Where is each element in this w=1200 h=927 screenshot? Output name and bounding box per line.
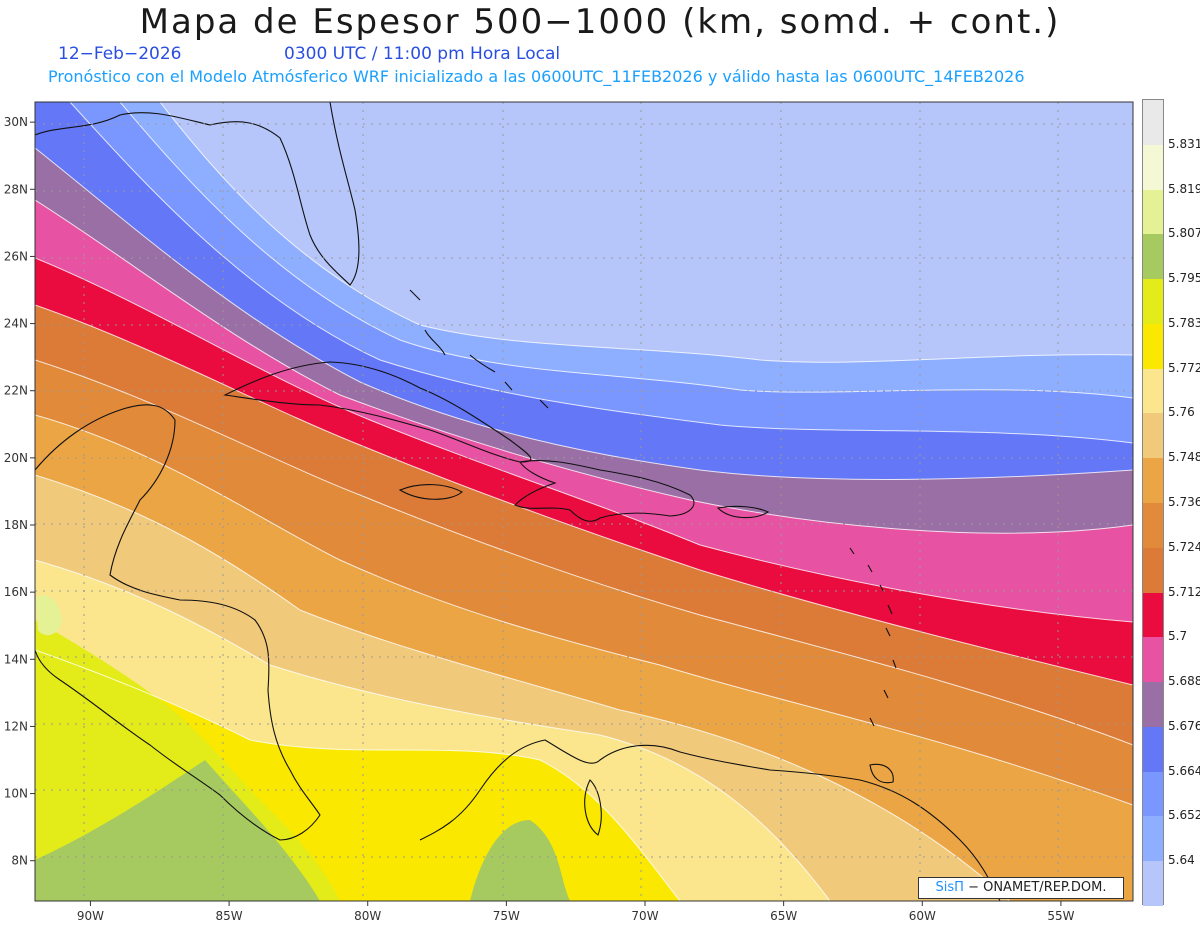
- color-scale-segment: [1143, 100, 1163, 146]
- lon-tick-label: 60W: [909, 909, 936, 923]
- color-scale-label: 5.736: [1168, 495, 1200, 509]
- color-scale-label: 5.64: [1168, 853, 1195, 868]
- color-scale-label: 5.688: [1168, 674, 1200, 689]
- color-scale-label: 5.795: [1168, 271, 1200, 286]
- color-scale-bar: [1142, 99, 1164, 907]
- lon-tick-label: 85W: [216, 909, 243, 923]
- lat-tick-label: 20N: [4, 451, 28, 465]
- color-scale-label: 5.712: [1168, 584, 1200, 599]
- color-scale-segment: [1143, 458, 1163, 504]
- color-scale-segment: [1143, 592, 1163, 638]
- lat-tick-label: 10N: [4, 787, 28, 801]
- coast-central-america: [35, 404, 321, 841]
- lon-tick-label: 65W: [770, 909, 797, 923]
- coast-lesser-antilles: [849, 547, 897, 727]
- plot-frame: [34, 101, 1134, 902]
- lat-tick-label: 28N: [4, 182, 28, 196]
- credit-box: SisΠ − ONAMET/REP.DOM.: [918, 877, 1124, 899]
- sispi-logo-text: SisΠ: [935, 880, 964, 895]
- color-scale-segment: [1143, 726, 1163, 773]
- coast-cuba: [223, 361, 532, 463]
- lat-tick-label: 16N: [4, 585, 28, 599]
- color-scale-label: 5.724: [1168, 539, 1200, 554]
- latitude-ticks: 30N 28N 26N 24N 22N 20N 18N 16N 14N 12N 10N 8N: [4, 115, 35, 868]
- longitude-ticks: 90W 85W 80W 75W 70W 65W 60W 55W: [77, 901, 1075, 923]
- lat-tick-label: 24N: [4, 317, 28, 331]
- color-scale-segment: [1143, 189, 1163, 235]
- coast-south-america: [419, 739, 1001, 901]
- lon-tick-label: 75W: [493, 909, 520, 923]
- lon-tick-label: 55W: [1047, 909, 1074, 923]
- coast-trinidad: [869, 763, 894, 784]
- graticule: [35, 102, 1133, 901]
- forecast-time: 0300 UTC / 11:00 pm Hora Local: [284, 44, 561, 64]
- forecast-date: 12−Feb−2026: [58, 44, 182, 64]
- lat-tick-label: 22N: [4, 384, 28, 398]
- color-scale-segment: [1143, 503, 1163, 549]
- color-scale-segment: [1143, 323, 1163, 370]
- lon-tick-label: 80W: [354, 909, 381, 923]
- lat-tick-label: 14N: [4, 652, 28, 666]
- map-title: Mapa de Espesor 500−1000 (km, somd. + co…: [139, 2, 1061, 42]
- coast-hispaniola: [514, 460, 695, 522]
- lat-tick-label: 12N: [4, 719, 28, 733]
- color-scale-label: 5.807: [1168, 226, 1200, 241]
- coast-florida: [35, 102, 360, 286]
- band-5-819: [36, 595, 62, 636]
- color-scale-label: 5.772: [1168, 360, 1200, 375]
- model-subtitle: Pronóstico con el Modelo Atmósferico WRF…: [48, 67, 1025, 86]
- coastlines: [35, 102, 1001, 901]
- color-scale-segment: [1143, 861, 1163, 907]
- color-scale-label: 5.7: [1168, 629, 1188, 644]
- lat-tick-label: 26N: [4, 249, 28, 263]
- color-scale-label: 5.831: [1168, 136, 1200, 151]
- color-scale-segment: [1143, 637, 1163, 683]
- credit-text: − ONAMET/REP.DOM.: [968, 880, 1107, 895]
- lat-tick-label: 18N: [4, 518, 28, 532]
- color-scale-segment: [1143, 413, 1163, 459]
- color-scale-segment: [1143, 144, 1163, 191]
- color-scale-segment: [1143, 771, 1163, 817]
- lon-tick-label: 70W: [631, 909, 658, 923]
- color-scale-label: 5.652: [1168, 808, 1200, 823]
- color-scale-label: 5.676: [1168, 718, 1200, 733]
- color-scale-label: 5.664: [1168, 763, 1200, 778]
- color-scale-segment: [1143, 279, 1163, 325]
- color-scale-segment: [1143, 368, 1163, 414]
- color-scale-segment: [1143, 816, 1163, 862]
- lat-tick-label: 8N: [11, 854, 28, 868]
- thickness-fill-bands: [35, 102, 1133, 901]
- coast-maracaibo: [584, 779, 602, 836]
- lon-tick-label: 90W: [77, 909, 104, 923]
- thickness-contours: [35, 102, 1133, 901]
- color-scale-segment: [1143, 234, 1163, 280]
- band-5-807-east: [470, 820, 570, 901]
- band-5-807: [35, 760, 320, 901]
- color-scale-segment: [1143, 682, 1163, 728]
- color-scale-label: 5.76: [1168, 405, 1195, 420]
- color-scale-label: 5.748: [1168, 450, 1200, 465]
- coast-puerto-rico: [716, 505, 770, 519]
- color-scale-label: 5.819: [1168, 181, 1200, 196]
- coast-jamaica: [398, 484, 463, 500]
- color-scale-label: 5.783: [1168, 315, 1200, 330]
- coast-bahamas: [409, 289, 549, 409]
- color-scale-segment: [1143, 547, 1163, 594]
- lat-tick-label: 30N: [4, 115, 28, 129]
